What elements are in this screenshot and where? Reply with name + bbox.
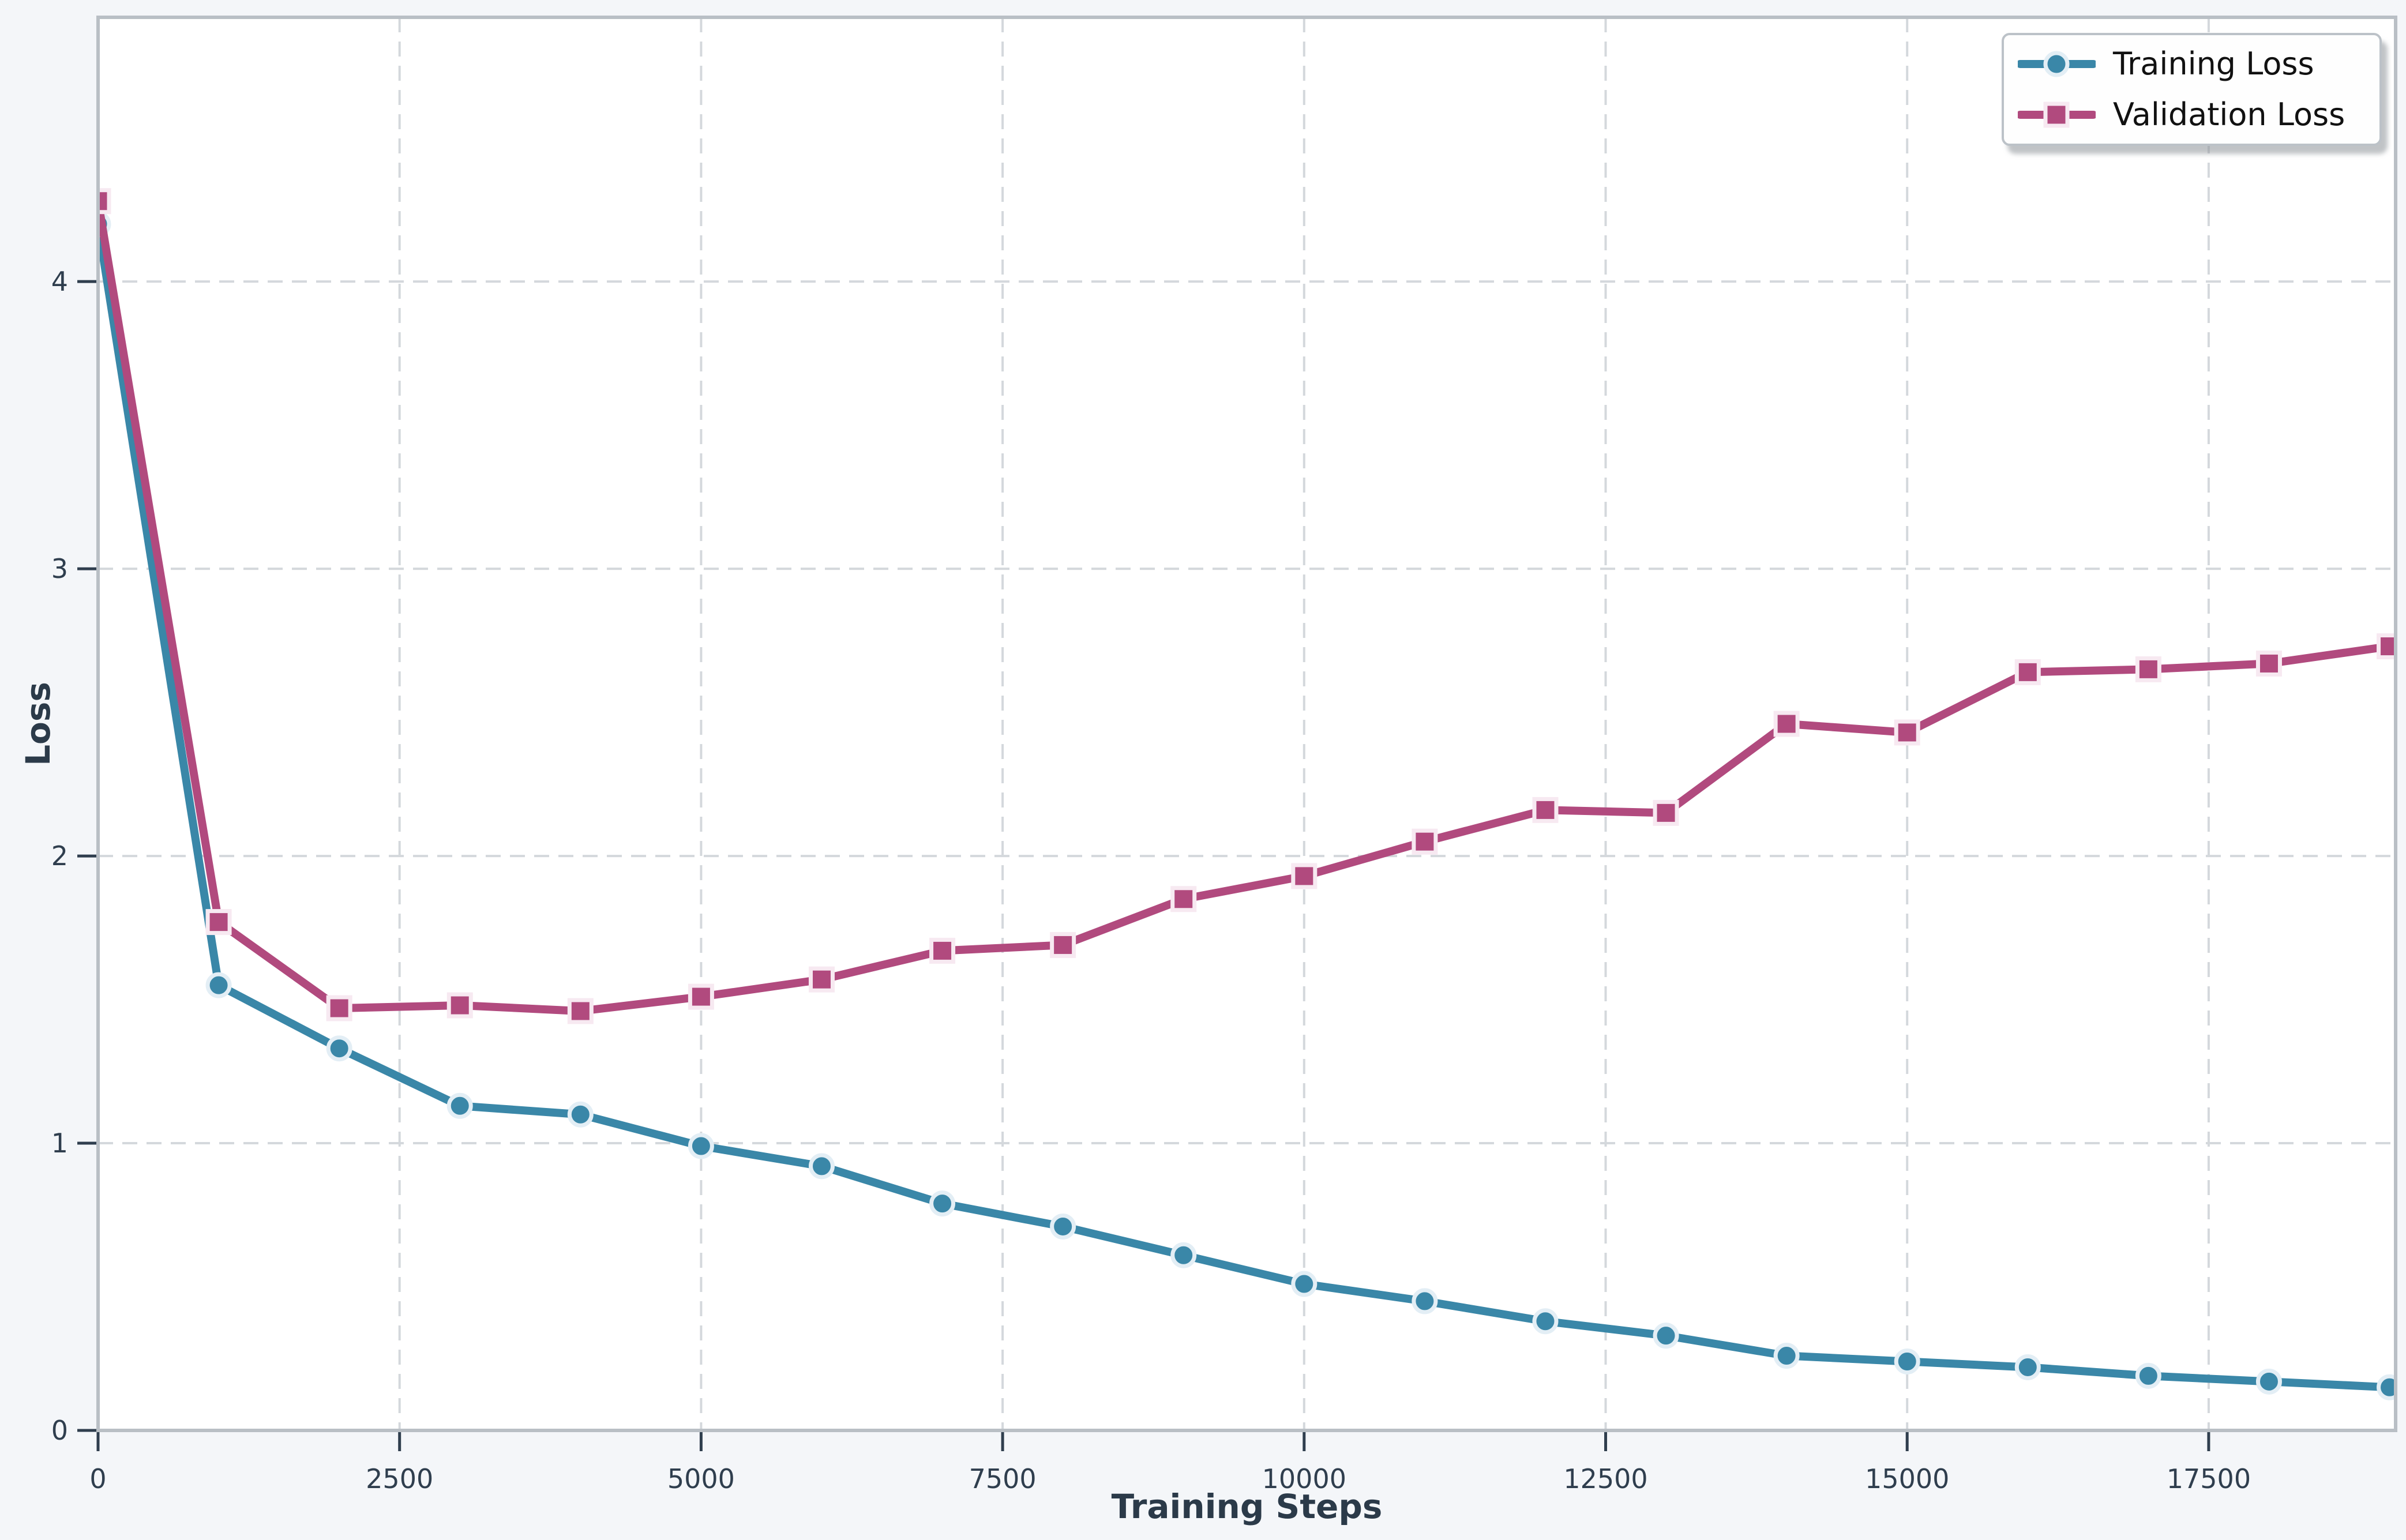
training-loss-sample-icon: [2018, 51, 2096, 77]
training-loss-point: [1532, 1308, 1559, 1335]
training-loss-point: [2014, 1354, 2041, 1380]
y-axis-label: Loss: [18, 682, 58, 766]
training-loss-point: [1291, 1271, 1318, 1297]
validation-loss-point: [1050, 931, 1076, 958]
series-layer: [98, 188, 2396, 1400]
y-tick-label: 4: [51, 266, 68, 297]
training-loss-point: [1050, 1213, 1076, 1239]
plot-border: [96, 16, 2397, 1432]
validation-loss-point: [98, 188, 111, 215]
legend-item-validation-loss: Validation Loss: [2018, 91, 2366, 138]
x-tick-label: 5000: [667, 1463, 735, 1494]
training-loss-point: [2377, 1374, 2396, 1400]
x-tick-label: 7500: [969, 1463, 1037, 1494]
validation-loss-point: [2255, 650, 2282, 677]
x-axis-label: Training Steps: [1111, 1487, 1383, 1526]
validation-loss-point: [808, 966, 835, 993]
x-tick-label: 10000: [1262, 1463, 1346, 1494]
x-tick-label: 2500: [366, 1463, 433, 1494]
training-loss-line: [98, 220, 2394, 1392]
y-tick-label: 3: [51, 553, 68, 584]
validation-loss-point: [929, 937, 956, 964]
training-loss-point: [1894, 1348, 1920, 1374]
validation-loss-line: [98, 197, 2394, 1015]
plot-area: [98, 17, 2396, 1430]
training-loss-point: [1170, 1242, 1197, 1268]
validation-loss-point: [205, 909, 232, 936]
training-loss-point: [2255, 1368, 2282, 1395]
training-loss-point: [567, 1101, 594, 1128]
validation-loss-point: [2014, 659, 2041, 685]
validation-loss-sample-icon: [2018, 102, 2096, 128]
training-loss-point: [446, 1092, 473, 1119]
training-loss-point: [326, 1035, 352, 1062]
legend: Training Loss Validation Loss: [2002, 33, 2382, 146]
validation-loss-point: [688, 983, 714, 1010]
validation-loss-point: [1412, 828, 1438, 855]
y-axis-label-container: Loss: [0, 0, 76, 1448]
validation-loss-point: [1894, 719, 1920, 746]
validation-loss-point: [446, 992, 473, 1019]
x-tick-label: 15000: [1865, 1463, 1949, 1494]
validation-loss-point: [1773, 711, 1800, 737]
training-loss-point: [688, 1133, 714, 1159]
validation-loss-sample-marker: [2043, 102, 2070, 128]
training-loss-point: [1653, 1323, 1679, 1349]
legend-label-training-loss: Training Loss: [2113, 46, 2314, 82]
x-tick-label: 17500: [2167, 1463, 2251, 1494]
training-loss-point: [1773, 1343, 1800, 1369]
x-tick-label: 0: [89, 1463, 106, 1494]
y-tick-label: 2: [51, 840, 68, 872]
validation-loss-point: [1170, 886, 1197, 912]
training-loss-point: [1412, 1288, 1438, 1314]
validation-loss-point: [326, 995, 352, 1021]
validation-loss-point: [567, 998, 594, 1024]
training-loss-point: [205, 972, 232, 998]
y-tick-label: 1: [51, 1128, 68, 1159]
training-loss-point: [929, 1190, 956, 1217]
training-loss-point: [2135, 1362, 2161, 1389]
validation-loss-point: [1291, 863, 1318, 889]
training-loss-point: [808, 1153, 835, 1180]
validation-loss-point: [2135, 656, 2161, 682]
x-tick-label: 12500: [1563, 1463, 1647, 1494]
validation-loss-point: [1653, 799, 1679, 826]
legend-item-training-loss: Training Loss: [2018, 40, 2366, 88]
validation-loss-point: [2377, 633, 2396, 660]
validation-loss-point: [1532, 797, 1559, 823]
y-tick-label: 0: [51, 1415, 68, 1446]
training-loss-sample-marker: [2043, 51, 2070, 77]
legend-label-validation-loss: Validation Loss: [2113, 96, 2345, 133]
